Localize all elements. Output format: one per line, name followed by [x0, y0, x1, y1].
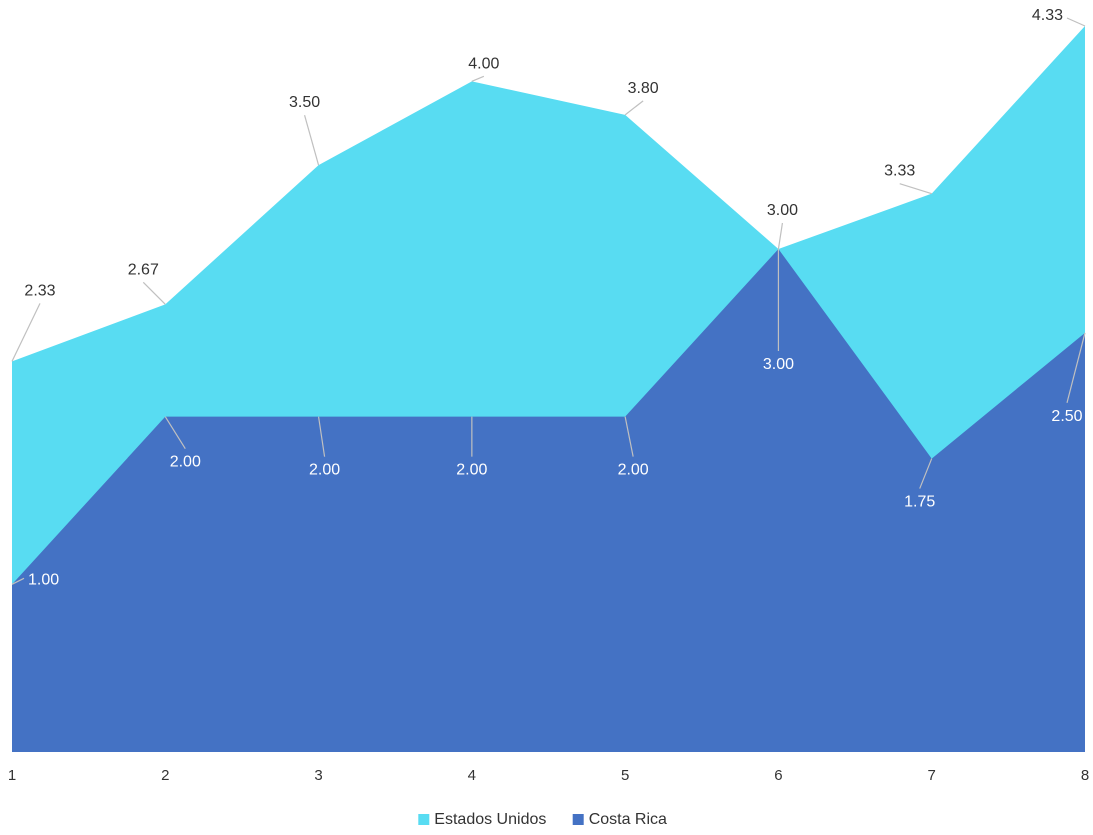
- x-tick-label: 3: [314, 767, 322, 784]
- data-label: 2.33: [24, 282, 55, 299]
- legend-label: Costa Rica: [589, 811, 667, 828]
- data-label: 3.50: [289, 94, 320, 111]
- leader-line: [899, 183, 932, 195]
- leader-layer: [11, 17, 1086, 585]
- x-tick-label: 7: [928, 767, 936, 784]
- x-tick-label: 2: [161, 767, 169, 784]
- area-layer: [12, 26, 1085, 753]
- data-label: 2.00: [618, 462, 649, 479]
- leader-line: [624, 416, 634, 457]
- leader-line: [1066, 332, 1086, 403]
- leader-line: [317, 416, 326, 457]
- data-label: 3.00: [763, 356, 794, 373]
- x-tick-label: 8: [1081, 767, 1089, 784]
- leader-line: [164, 416, 186, 449]
- data-label: 1.75: [904, 494, 935, 511]
- data-label: 2.00: [456, 462, 487, 479]
- leader-line: [303, 115, 320, 166]
- leader-line: [919, 458, 933, 489]
- data-label: 2.50: [1051, 408, 1082, 425]
- leader-line: [142, 281, 166, 305]
- leader-line: [11, 577, 25, 585]
- x-tick-label: 1: [8, 767, 16, 784]
- x-tick-label: 4: [468, 767, 476, 784]
- data-label: 3.00: [767, 202, 798, 219]
- leader-line: [11, 303, 41, 362]
- data-label: 3.33: [884, 163, 915, 180]
- leader-line: [777, 222, 784, 250]
- legend-swatch: [418, 814, 430, 825]
- legend-swatch: [572, 814, 584, 825]
- data-label: 2.67: [128, 261, 159, 278]
- legend: Estados Unidos Costa Rica: [418, 811, 667, 828]
- data-label: 1.00: [28, 571, 59, 588]
- leader-line: [624, 100, 644, 116]
- leader-line: [471, 75, 485, 82]
- data-label: 2.00: [309, 462, 340, 479]
- data-label: 3.80: [628, 80, 659, 97]
- legend-label: Estados Unidos: [434, 811, 546, 828]
- data-label: 4.33: [1032, 7, 1063, 24]
- data-label: 4.00: [468, 55, 499, 72]
- data-label: 2.00: [170, 454, 201, 471]
- x-axis: 1 2 3 4 5 6 7 8: [8, 767, 1089, 784]
- leader-line: [1066, 17, 1086, 27]
- x-tick-label: 5: [621, 767, 629, 784]
- label-layer: 2.33 2.67 3.50 4.00 3.80 3.00 3.33 4.33 1.00 2.00…: [24, 7, 1082, 588]
- area-series-1: [12, 248, 1085, 753]
- x-tick-label: 6: [774, 767, 782, 784]
